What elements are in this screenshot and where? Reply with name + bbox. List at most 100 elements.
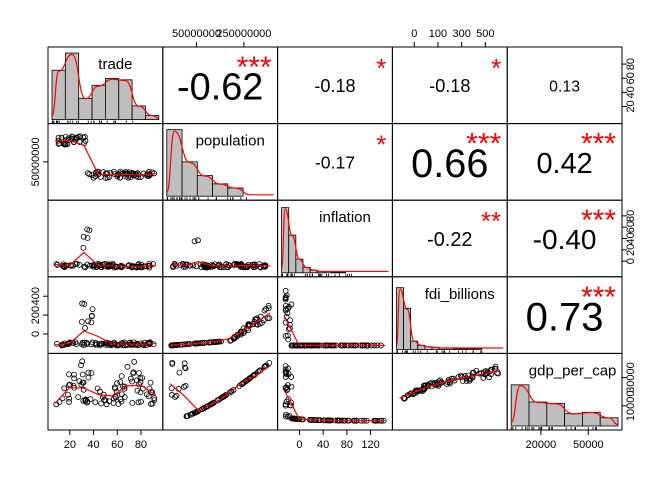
scatter-point-inflation-population: [198, 264, 205, 271]
right-tick-label-trade: 20: [625, 100, 637, 112]
scatter-point-gdp_per_cap-fdi_billions: [465, 372, 472, 379]
scatter-point-gdp_per_cap-trade: [65, 391, 71, 398]
scatter-point-fdi_billions-trade: [54, 340, 60, 347]
x-tick-label-gdp_per_cap: 20000: [526, 439, 557, 451]
scatter-point-gdp_per_cap-trade: [103, 401, 110, 408]
scatter-point-population-trade: [76, 139, 83, 145]
variable-label-population: population: [196, 133, 265, 150]
scatter-point-gdp_per_cap-trade: [75, 394, 82, 401]
smooth-line-fdi_billions-inflation: [284, 316, 386, 347]
scatter-point-fdi_billions-trade: [128, 342, 135, 348]
scatter-point-gdp_per_cap-trade: [71, 375, 78, 382]
scatter-point-inflation-population: [249, 261, 256, 268]
scatter-point-gdp_per_cap-trade: [131, 358, 138, 365]
top-tick-label-fdi_billions: 0: [411, 28, 417, 40]
scatter-point-inflation-population: [201, 264, 208, 271]
scatter-point-gdp_per_cap-trade: [117, 379, 124, 386]
right-tick-label-gdp_per_cap: 30000: [625, 362, 637, 393]
scatter-point-fdi_billions-inflation: [292, 342, 299, 349]
scatter-point-gdp_per_cap-inflation: [283, 384, 290, 391]
scatter-point-gdp_per_cap-inflation: [282, 363, 289, 369]
scatter-point-gdp_per_cap-trade: [71, 371, 78, 378]
right-tick-label-trade: 60: [625, 72, 637, 84]
scatter-point-fdi_billions-population: [261, 307, 268, 314]
scatter-point-gdp_per_cap-inflation: [282, 385, 289, 392]
scatter-point-gdp_per_cap-trade: [135, 370, 142, 376]
scatter-point-population-trade: [140, 170, 147, 177]
scatter-point-gdp_per_cap-population: [169, 361, 176, 367]
significance-stars-trade-inflation: *: [376, 53, 386, 83]
right-tick-label-trade: 40: [625, 86, 637, 98]
scatter-point-gdp_per_cap-fdi_billions: [486, 374, 492, 381]
scatter-point-fdi_billions-trade: [93, 341, 100, 348]
scatter-point-inflation-trade: [105, 261, 112, 268]
scatter-point-inflation-trade: [80, 244, 87, 251]
scatter-point-gdp_per_cap-trade: [147, 379, 154, 386]
scatter-point-gdp_per_cap-population: [182, 365, 189, 372]
scatter-point-gdp_per_cap-inflation: [282, 401, 289, 408]
scatter-point-inflation-trade: [53, 261, 60, 267]
density-curve-fdi_billions: [395, 288, 504, 349]
smooth-line-inflation-trade: [55, 251, 156, 267]
scatter-point-gdp_per_cap-trade: [151, 395, 158, 401]
scatter-point-gdp_per_cap-population: [182, 382, 189, 389]
scatter-point-population-trade: [62, 141, 69, 148]
histogram-bar-trade-5: [105, 78, 120, 121]
scatter-point-population-trade: [90, 174, 97, 181]
y-tick-label-population: 50000000: [30, 137, 42, 186]
scatter-point-population-trade: [55, 141, 62, 147]
significance-stars-population-fdi_billions: ***: [466, 128, 501, 161]
correlation-value-inflation-gdp_per_cap: -0.40: [533, 224, 597, 255]
scatter-point-gdp_per_cap-population: [168, 391, 175, 398]
scatter-point-gdp_per_cap-fdi_billions: [480, 369, 487, 376]
scatter-point-fdi_billions-trade: [82, 325, 88, 331]
scatter-point-gdp_per_cap-trade: [85, 374, 92, 381]
scatter-point-gdp_per_cap-population: [222, 392, 229, 399]
scatter-point-gdp_per_cap-trade: [115, 401, 122, 407]
scatter-point-fdi_billions-trade: [79, 339, 86, 346]
right-tick-label-inflation: 40: [625, 232, 637, 244]
scatter-point-gdp_per_cap-population: [190, 410, 196, 417]
x-tick-label-inflation: 120: [361, 439, 379, 451]
scatter-point-fdi_billions-population: [266, 315, 273, 322]
scatter-point-gdp_per_cap-population: [246, 375, 252, 382]
scatter-point-population-trade: [75, 133, 82, 140]
correlation-value-trade-fdi_billions: -0.18: [429, 76, 470, 96]
smooth-line-fdi_billions-population: [169, 312, 271, 346]
scatter-point-gdp_per_cap-population: [184, 412, 191, 419]
scatter-point-gdp_per_cap-trade: [84, 399, 90, 406]
scatter-point-gdp_per_cap-trade: [135, 399, 142, 406]
scatter-point-fdi_billions-trade: [78, 318, 85, 325]
scatter-point-fdi_billions-inflation: [287, 317, 294, 324]
histogram-bar-inflation-9: [338, 271, 347, 274]
variable-label-inflation: inflation: [319, 209, 371, 226]
scatter-point-population-trade: [110, 168, 117, 175]
y-tick-label-fdi_billions: 200: [30, 306, 42, 324]
scatter-point-fdi_billions-trade: [79, 300, 86, 307]
x-tick-label-trade: 20: [64, 439, 76, 451]
panels-layer: trade population inflation fdi_billions gdp_…: [47, 46, 623, 431]
scatter-point-gdp_per_cap-fdi_billions: [469, 369, 476, 376]
scatter-point-fdi_billions-trade: [135, 342, 142, 349]
scatter-point-inflation-population: [224, 264, 230, 270]
scatter-point-gdp_per_cap-fdi_billions: [492, 363, 499, 370]
scatter-point-fdi_billions-trade: [89, 306, 96, 313]
correlation-value-population-gdp_per_cap: 0.42: [536, 148, 592, 180]
scatter-point-fdi_billions-inflation: [285, 332, 291, 339]
significance-stars-population-gdp_per_cap: ***: [581, 128, 616, 161]
scatter-point-inflation-population: [261, 262, 268, 269]
variable-label-trade: trade: [98, 56, 132, 73]
correlation-value-fdi_billions-gdp_per_cap: 0.73: [526, 295, 604, 339]
scatter-point-gdp_per_cap-inflation: [292, 415, 299, 422]
scatter-point-inflation-trade: [80, 233, 87, 240]
scatter-point-fdi_billions-inflation: [282, 295, 289, 302]
histogram-bar-gdp_per_cap-4: [564, 413, 583, 427]
significance-stars-fdi_billions-gdp_per_cap: ***: [581, 281, 616, 314]
histogram-bar-gdp_per_cap-1: [510, 384, 530, 427]
scatter-point-inflation-trade: [84, 235, 91, 241]
scatter-point-gdp_per_cap-trade: [134, 387, 141, 394]
axes-layer: 20 40 60 80 0 40 80 120 20000 5000050000000250000…: [30, 28, 637, 451]
scatter-point-inflation-trade: [126, 262, 133, 269]
scatter-point-gdp_per_cap-trade: [80, 386, 87, 393]
scatter-point-inflation-population: [215, 261, 222, 268]
